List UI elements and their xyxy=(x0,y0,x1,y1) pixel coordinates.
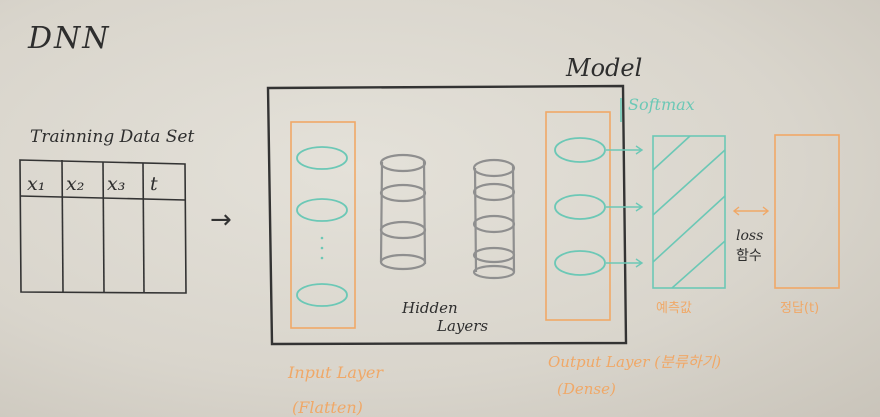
ellipsis-dots xyxy=(320,236,324,260)
dataset-header-cell: x₂ xyxy=(66,173,84,195)
dataset-header-cell: t xyxy=(150,173,158,195)
model-label: Model xyxy=(565,54,642,82)
input-layer-label: Input Layer xyxy=(287,363,384,382)
output-arrows xyxy=(606,145,644,268)
hidden-label: Hidden xyxy=(401,299,458,317)
model-box xyxy=(266,84,628,346)
input-layer-box xyxy=(290,121,356,329)
hidden-layer-1 xyxy=(379,153,427,271)
hidden-label: Layers xyxy=(436,317,488,335)
input-layer-sub: (Flatten) xyxy=(292,398,363,417)
dataset-header-cell: x₃ xyxy=(107,173,125,195)
softmax-label: Softmax xyxy=(628,95,695,114)
dataset-title: Trainning Data Set xyxy=(30,127,194,147)
loss-label: loss xyxy=(736,228,763,244)
output-layer-sub: (Dense) xyxy=(557,380,616,398)
output-layer-label: Output Layer (분류하기) xyxy=(548,353,721,371)
loss-arrow xyxy=(732,206,770,216)
output-neurons xyxy=(554,137,606,276)
input-neurons xyxy=(296,146,348,307)
dataset-table xyxy=(19,159,187,294)
answer-label: 정답(t) xyxy=(780,301,819,316)
diagram-title: DNN xyxy=(27,21,111,56)
output-layer-box xyxy=(545,111,611,321)
loss-label: 함수 xyxy=(736,248,762,264)
flow-arrow: → xyxy=(210,205,232,235)
dataset-header-cell: x₁ xyxy=(27,173,45,195)
prediction-box xyxy=(652,135,726,289)
answer-box xyxy=(774,134,840,289)
hidden-layer-2 xyxy=(472,158,516,280)
prediction-label: 예측값 xyxy=(656,301,692,316)
